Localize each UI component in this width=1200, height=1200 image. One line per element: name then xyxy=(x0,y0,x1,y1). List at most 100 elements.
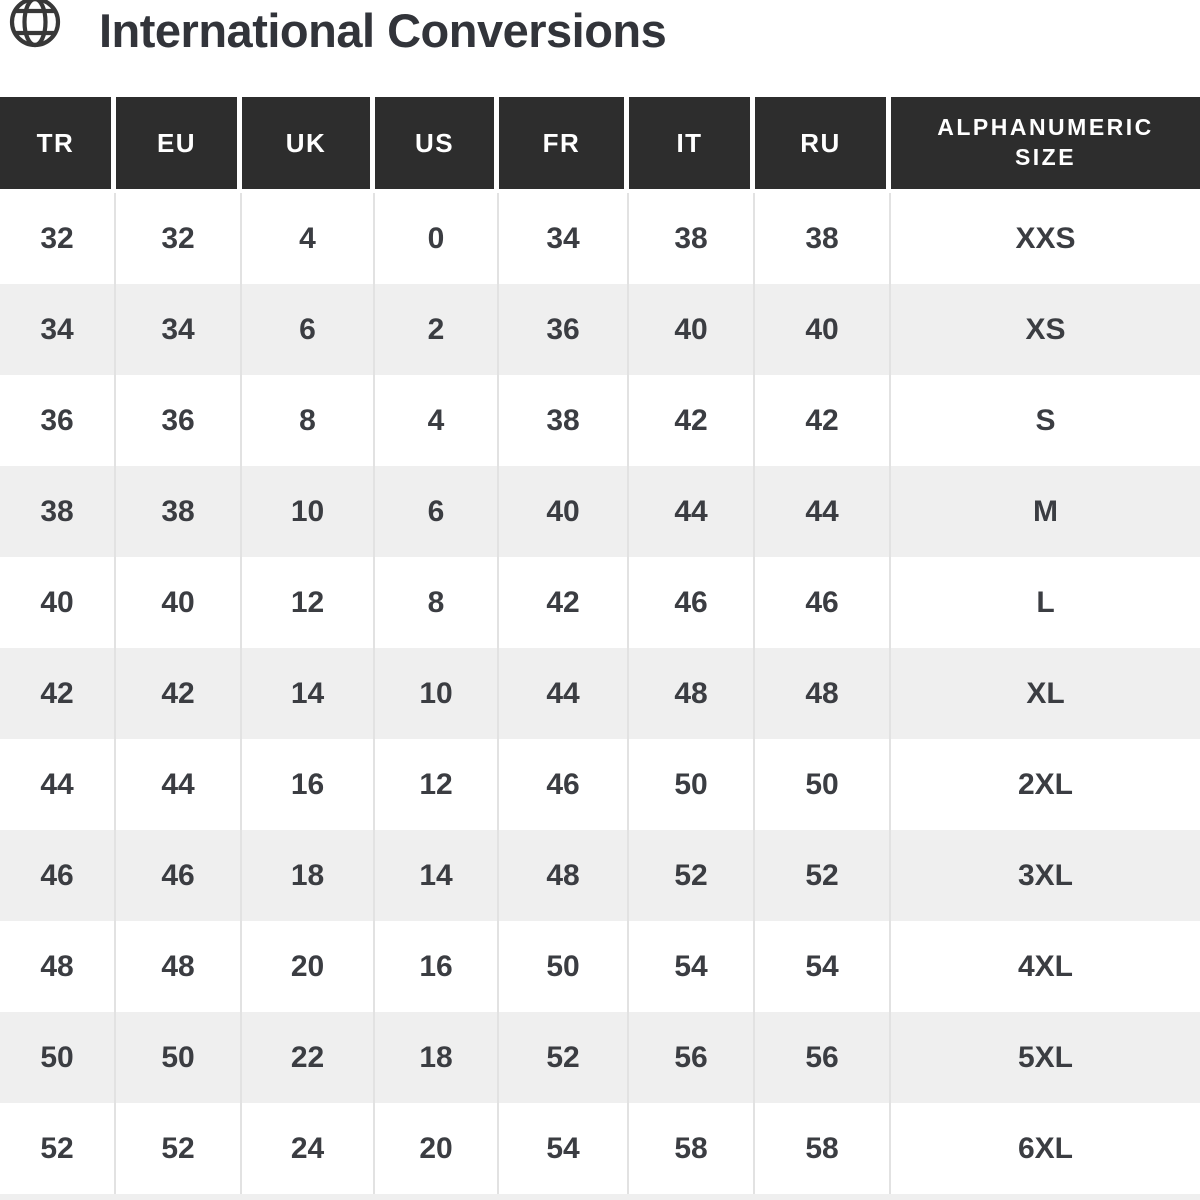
table-cell: XXS xyxy=(891,193,1200,284)
table-cell: 46 xyxy=(755,557,891,648)
table-cell: 56 xyxy=(629,1012,755,1103)
table-cell: XS xyxy=(891,284,1200,375)
table-row: 46 46 18 14 48 52 52 3XL xyxy=(0,830,1200,921)
size-conversion-table: TR EU UK US FR IT RU ALPHANUMERIC SIZE 32 32 4 0 34… xyxy=(0,97,1200,1194)
table-cell: 50 xyxy=(629,739,755,830)
table-cell: 52 xyxy=(116,1103,242,1194)
table-cell: 52 xyxy=(629,830,755,921)
header-row: TR EU UK US FR IT RU ALPHANUMERIC SIZE xyxy=(0,97,1200,193)
table-cell: 48 xyxy=(116,921,242,1012)
table-cell: 32 xyxy=(116,193,242,284)
table-cell: 40 xyxy=(0,557,116,648)
table-cell: 38 xyxy=(0,466,116,557)
table-cell: S xyxy=(891,375,1200,466)
table-cell: 5XL xyxy=(891,1012,1200,1103)
table-row: 32 32 4 0 34 38 38 XXS xyxy=(0,193,1200,284)
table-cell: 42 xyxy=(499,557,629,648)
table-row: 44 44 16 12 46 50 50 2XL xyxy=(0,739,1200,830)
table-cell: 38 xyxy=(499,375,629,466)
table-cell: 4XL xyxy=(891,921,1200,1012)
table-cell: 38 xyxy=(629,193,755,284)
table-cell: 48 xyxy=(755,648,891,739)
table-cell: 54 xyxy=(755,921,891,1012)
column-header-fr: FR xyxy=(499,97,629,193)
table-cell: 4 xyxy=(242,193,375,284)
table-cell: 56 xyxy=(755,1012,891,1103)
table-cell: 54 xyxy=(499,1103,629,1194)
table-cell: 38 xyxy=(116,466,242,557)
table-cell: 48 xyxy=(629,648,755,739)
table-cell: 44 xyxy=(0,739,116,830)
table-cell: 34 xyxy=(499,193,629,284)
table-cell: 44 xyxy=(629,466,755,557)
table-body: 32 32 4 0 34 38 38 XXS 34 34 6 2 36 40 40 XS 36 36 8 4 38 42 4… xyxy=(0,193,1200,1194)
table-cell: 2XL xyxy=(891,739,1200,830)
table-row: 48 48 20 16 50 54 54 4XL xyxy=(0,921,1200,1012)
table-cell: 32 xyxy=(0,193,116,284)
table-cell: 0 xyxy=(375,193,499,284)
table-cell: 24 xyxy=(242,1103,375,1194)
table-cell: 58 xyxy=(629,1103,755,1194)
table-cell: 34 xyxy=(0,284,116,375)
table-cell: 42 xyxy=(0,648,116,739)
column-header-eu: EU xyxy=(116,97,242,193)
table-row: 36 36 8 4 38 42 42 S xyxy=(0,375,1200,466)
table-cell: 16 xyxy=(375,921,499,1012)
table-row: 42 42 14 10 44 48 48 XL xyxy=(0,648,1200,739)
table-cell: 8 xyxy=(242,375,375,466)
table-cell: 36 xyxy=(116,375,242,466)
column-header-uk: UK xyxy=(242,97,375,193)
table-cell: 8 xyxy=(375,557,499,648)
table-cell: 46 xyxy=(629,557,755,648)
table-cell: M xyxy=(891,466,1200,557)
table-cell: 14 xyxy=(375,830,499,921)
table-cell: 50 xyxy=(499,921,629,1012)
table-cell: 10 xyxy=(375,648,499,739)
table-cell: 40 xyxy=(629,284,755,375)
table-row: 34 34 6 2 36 40 40 XS xyxy=(0,284,1200,375)
table-cell: 48 xyxy=(499,830,629,921)
table-cell: 50 xyxy=(116,1012,242,1103)
table-cell: L xyxy=(891,557,1200,648)
table-cell: 46 xyxy=(0,830,116,921)
table-cell: 42 xyxy=(116,648,242,739)
table-cell: 4 xyxy=(375,375,499,466)
table-cell: 46 xyxy=(116,830,242,921)
table-cell: 2 xyxy=(375,284,499,375)
table-row: 38 38 10 6 40 44 44 M xyxy=(0,466,1200,557)
table-cell: 12 xyxy=(375,739,499,830)
table-cell: 52 xyxy=(755,830,891,921)
table-cell: 20 xyxy=(242,921,375,1012)
next-row-clipped xyxy=(0,1194,1200,1200)
table-cell: 34 xyxy=(116,284,242,375)
table-cell: 44 xyxy=(499,648,629,739)
table-cell: 3XL xyxy=(891,830,1200,921)
column-header-ru: RU xyxy=(755,97,891,193)
table-cell: 44 xyxy=(755,466,891,557)
table-cell: 16 xyxy=(242,739,375,830)
table-cell: 46 xyxy=(499,739,629,830)
table-cell: 18 xyxy=(375,1012,499,1103)
table-cell: XL xyxy=(891,648,1200,739)
table-cell: 42 xyxy=(629,375,755,466)
table-cell: 20 xyxy=(375,1103,499,1194)
column-header-it: IT xyxy=(629,97,755,193)
table-cell: 52 xyxy=(499,1012,629,1103)
table-cell: 42 xyxy=(755,375,891,466)
table-cell: 58 xyxy=(755,1103,891,1194)
column-header-alphanumeric-size: ALPHANUMERIC SIZE xyxy=(891,97,1200,193)
table-cell: 14 xyxy=(242,648,375,739)
table-row: 40 40 12 8 42 46 46 L xyxy=(0,557,1200,648)
table-cell: 6 xyxy=(242,284,375,375)
table-cell: 22 xyxy=(242,1012,375,1103)
table-cell: 52 xyxy=(0,1103,116,1194)
table-cell: 44 xyxy=(116,739,242,830)
table-cell: 40 xyxy=(499,466,629,557)
column-header-us: US xyxy=(375,97,499,193)
table-cell: 40 xyxy=(116,557,242,648)
table-cell: 6 xyxy=(375,466,499,557)
table-row: 52 52 24 20 54 58 58 6XL xyxy=(0,1103,1200,1194)
table-cell: 10 xyxy=(242,466,375,557)
table-cell: 36 xyxy=(499,284,629,375)
table-cell: 54 xyxy=(629,921,755,1012)
